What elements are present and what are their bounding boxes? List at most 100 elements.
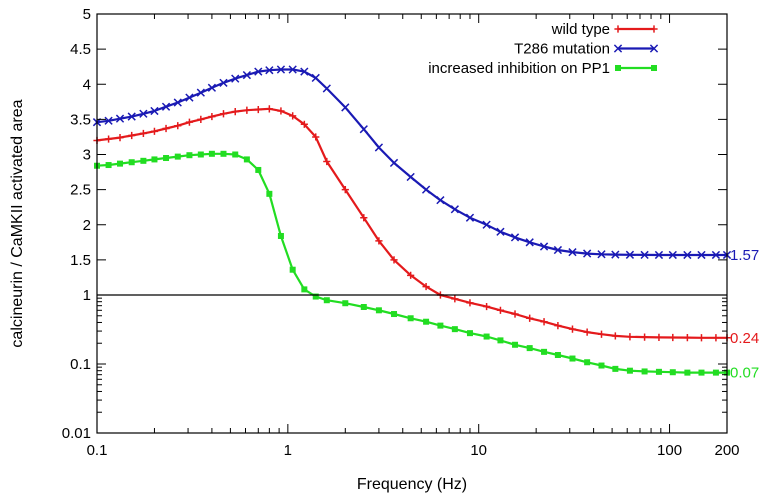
data-point (359, 125, 368, 134)
series-line (96, 68, 727, 257)
data-point (612, 365, 619, 372)
data-point (254, 67, 263, 76)
x-tick-label: 10 (470, 442, 487, 459)
data-point (436, 196, 445, 205)
data-point (185, 93, 194, 102)
data-point (105, 162, 112, 169)
data-point (231, 74, 240, 83)
data-point (243, 106, 251, 114)
legend-marker (615, 65, 621, 71)
data-point (322, 84, 331, 93)
data-point (697, 250, 706, 260)
data-point (611, 332, 619, 340)
data-point (375, 307, 382, 314)
data-point (115, 114, 125, 123)
data-point (668, 250, 677, 260)
data-point (265, 66, 274, 75)
data-point (375, 237, 383, 245)
data-point (597, 250, 606, 259)
y-tick-label: 2 (83, 217, 91, 234)
data-point (554, 352, 561, 359)
data-point (374, 143, 384, 152)
data-point (541, 348, 548, 355)
data-point (208, 150, 215, 157)
data-point (483, 333, 490, 340)
data-point (117, 160, 124, 167)
data-point (197, 115, 205, 123)
data-point (540, 318, 548, 326)
data-point (539, 242, 549, 251)
data-point (323, 297, 330, 304)
data-point (697, 334, 706, 342)
data-point (360, 304, 367, 311)
end-value-label: 0.24 (730, 330, 759, 347)
data-point (407, 271, 415, 279)
y-tick-label: 5 (83, 6, 91, 23)
data-point (451, 295, 459, 303)
legend-label: wild type (551, 21, 610, 38)
end-labels: 1.57 0.24 0.07 (730, 247, 759, 382)
data-point (698, 369, 705, 376)
data-point (360, 214, 368, 222)
data-point (640, 333, 649, 341)
data-point (173, 98, 182, 107)
data-point (683, 334, 691, 342)
data-point (626, 333, 634, 341)
plot-frame (96, 13, 728, 434)
data-point (510, 233, 520, 242)
data-point (254, 105, 262, 114)
data-point (150, 106, 159, 116)
data-point (407, 315, 414, 322)
data-point (583, 249, 592, 258)
data-point (197, 151, 204, 158)
series-2 (92, 65, 732, 260)
x-tick-label: 200 (714, 442, 739, 459)
data-point (127, 112, 136, 121)
data-point (276, 65, 286, 74)
data-point (712, 334, 720, 342)
data-point (511, 310, 519, 318)
data-point (220, 150, 227, 157)
data-point (466, 299, 474, 307)
data-point (341, 186, 349, 194)
data-point (219, 78, 228, 87)
y-tick-label: 1 (83, 287, 91, 304)
data-point (323, 157, 331, 166)
data-point (569, 355, 576, 362)
data-point (611, 250, 620, 259)
x-tick-label: 0.1 (87, 442, 108, 459)
data-point (266, 190, 273, 197)
data-point (104, 116, 113, 125)
data-point (289, 112, 297, 120)
data-point (289, 266, 296, 273)
data-point (568, 325, 577, 333)
data-point (163, 155, 170, 162)
data-point (451, 326, 458, 333)
data-point (243, 156, 250, 163)
data-point (128, 159, 135, 166)
x-axis-label: Frequency (Hz) (357, 476, 467, 493)
y-tick-label: 1.5 (70, 252, 91, 269)
end-value-label: 1.57 (730, 247, 759, 264)
data-point (684, 369, 691, 376)
data-point (554, 322, 562, 330)
data-point (277, 232, 284, 239)
y-tick-label: 0.01 (62, 425, 91, 442)
data-point (422, 282, 430, 291)
data-point (406, 172, 415, 182)
data-point (139, 109, 148, 118)
series-3 (94, 150, 730, 376)
data-point (553, 245, 563, 255)
series-1 (93, 105, 731, 342)
data-point (300, 67, 309, 76)
data-point (421, 185, 431, 194)
data-point (140, 157, 147, 164)
data-point (583, 328, 591, 336)
data-point (597, 330, 606, 338)
data-point (625, 250, 635, 259)
data-point (437, 322, 444, 329)
data-point (683, 250, 692, 260)
data-point (265, 105, 273, 113)
data-point (390, 256, 398, 264)
x-tick-label: 1 (284, 442, 292, 459)
